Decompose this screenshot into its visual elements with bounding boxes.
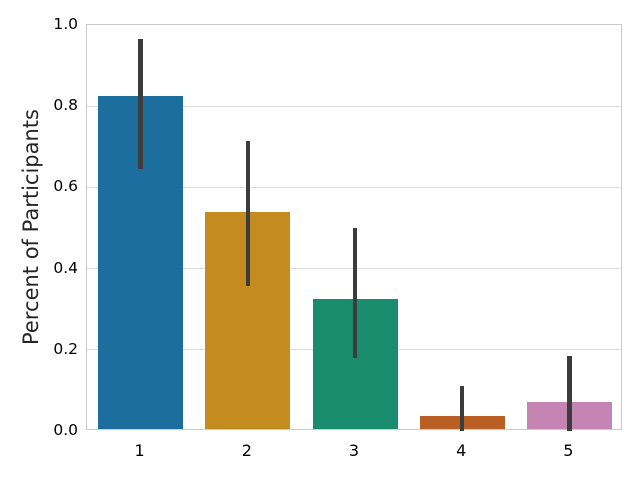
gridline <box>87 105 621 107</box>
gridline <box>87 186 621 188</box>
plot-area <box>86 24 622 431</box>
y-axis-label: Percent of Participants <box>19 109 43 345</box>
y-tick-label: 0.8 <box>53 96 78 115</box>
error-bar <box>567 355 572 431</box>
error-bar <box>352 228 358 358</box>
error-bar <box>459 386 465 431</box>
y-tick-label: 1.0 <box>53 15 78 33</box>
y-tick-label: 0.0 <box>53 421 78 439</box>
x-tick-label: 1 <box>134 441 145 460</box>
error-bar <box>245 140 251 287</box>
error-bar <box>138 39 143 170</box>
x-tick-label: 2 <box>241 441 252 460</box>
y-tick-label: 0.6 <box>53 177 78 196</box>
y-tick-label: 0.2 <box>53 339 78 358</box>
x-tick-label: 4 <box>456 441 467 460</box>
x-tick-label: 3 <box>348 441 360 460</box>
x-tick-label: 5 <box>563 441 574 460</box>
y-tick-label: 0.4 <box>53 258 78 277</box>
